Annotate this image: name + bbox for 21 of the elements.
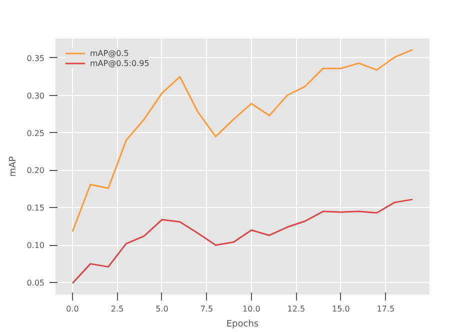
line-series — [72, 48, 414, 232]
y-axis-title: mAP — [8, 156, 19, 177]
y-tick-label: 0.25 — [26, 128, 44, 138]
y-tick-label: 0.20 — [26, 166, 44, 176]
legend-label: mAP@0.5:0.95 — [90, 58, 150, 68]
x-tick-label: 7.5 — [200, 304, 214, 314]
y-tick-label: 0.30 — [26, 91, 44, 100]
line-series — [72, 198, 414, 284]
x-tick-label: 17.5 — [376, 304, 395, 314]
y-tick-label: 0.10 — [26, 241, 44, 250]
x-tick-label: 12.5 — [287, 304, 306, 314]
x-tick-label: 5.0 — [156, 304, 168, 314]
x-tick-label: 2.5 — [110, 304, 124, 314]
x-tick-label: 15.0 — [332, 304, 350, 314]
legend-label: mAP@0.5 — [90, 48, 129, 58]
x-tick-label: 10.0 — [242, 304, 260, 314]
x-tick-label: 0.0 — [66, 304, 79, 314]
y-tick-label: 0.05 — [26, 278, 44, 288]
x-axis-title: Epochs — [226, 320, 259, 330]
y-tick-label: 0.15 — [26, 204, 44, 213]
y-tick-label: 0.35 — [26, 54, 44, 63]
